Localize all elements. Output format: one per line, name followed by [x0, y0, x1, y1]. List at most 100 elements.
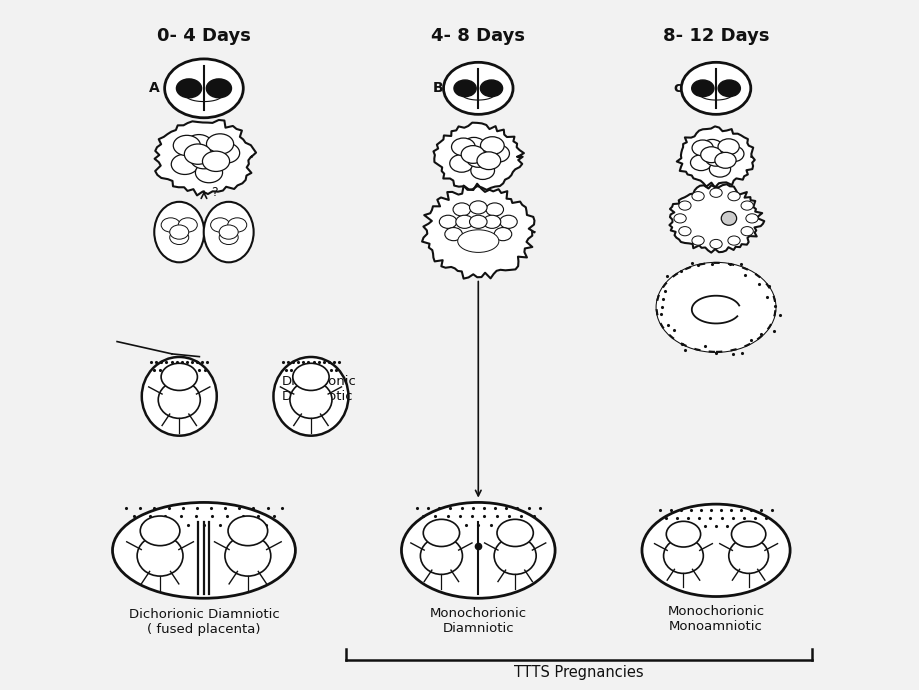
- Circle shape: [165, 59, 243, 118]
- Circle shape: [499, 215, 516, 228]
- Circle shape: [449, 155, 473, 172]
- Circle shape: [219, 230, 238, 244]
- Circle shape: [185, 135, 212, 155]
- Circle shape: [445, 228, 462, 241]
- Text: 0- 4 Days: 0- 4 Days: [157, 27, 251, 45]
- Circle shape: [485, 203, 503, 216]
- Text: Monochorionic
Diamniotic: Monochorionic Diamniotic: [429, 607, 527, 635]
- Circle shape: [727, 192, 740, 201]
- Circle shape: [656, 263, 775, 352]
- Circle shape: [169, 230, 188, 244]
- Circle shape: [496, 520, 533, 546]
- Ellipse shape: [663, 538, 702, 573]
- Circle shape: [705, 150, 726, 166]
- Ellipse shape: [728, 538, 767, 573]
- Circle shape: [714, 152, 735, 168]
- Circle shape: [476, 152, 500, 170]
- Circle shape: [722, 146, 743, 161]
- Circle shape: [452, 203, 471, 216]
- Ellipse shape: [158, 381, 200, 418]
- Text: A: A: [149, 81, 160, 95]
- Circle shape: [718, 80, 740, 97]
- Circle shape: [206, 134, 233, 154]
- Circle shape: [480, 137, 504, 155]
- Polygon shape: [676, 126, 754, 188]
- Text: ?: ?: [211, 186, 218, 199]
- Circle shape: [480, 80, 502, 97]
- Ellipse shape: [641, 504, 789, 597]
- Circle shape: [460, 146, 484, 164]
- Circle shape: [674, 214, 686, 223]
- Circle shape: [161, 218, 180, 232]
- Circle shape: [173, 135, 200, 156]
- Circle shape: [206, 79, 232, 98]
- Circle shape: [423, 520, 460, 546]
- Circle shape: [482, 215, 500, 228]
- Text: TTTS Pregnancies: TTTS Pregnancies: [514, 665, 643, 680]
- Circle shape: [453, 80, 476, 97]
- Circle shape: [740, 226, 753, 236]
- Circle shape: [461, 137, 485, 155]
- Ellipse shape: [289, 381, 332, 418]
- Circle shape: [691, 80, 713, 97]
- Circle shape: [485, 145, 509, 162]
- Ellipse shape: [137, 535, 183, 576]
- Ellipse shape: [420, 538, 462, 574]
- Ellipse shape: [494, 538, 536, 574]
- Circle shape: [171, 154, 199, 175]
- Circle shape: [140, 516, 180, 546]
- Circle shape: [176, 79, 201, 98]
- Ellipse shape: [154, 201, 204, 262]
- Circle shape: [745, 214, 757, 223]
- Polygon shape: [669, 184, 764, 253]
- Circle shape: [709, 161, 730, 177]
- Circle shape: [195, 162, 222, 183]
- Circle shape: [228, 218, 246, 232]
- Ellipse shape: [112, 502, 295, 598]
- Circle shape: [690, 155, 711, 170]
- Circle shape: [184, 144, 211, 164]
- Ellipse shape: [142, 357, 217, 435]
- Circle shape: [678, 201, 690, 210]
- Polygon shape: [422, 184, 534, 279]
- Text: B: B: [433, 81, 443, 95]
- Circle shape: [681, 62, 750, 115]
- Circle shape: [727, 236, 740, 245]
- Circle shape: [451, 138, 475, 156]
- Circle shape: [700, 147, 721, 163]
- Polygon shape: [433, 123, 523, 190]
- Circle shape: [455, 215, 473, 228]
- Circle shape: [691, 140, 712, 156]
- Circle shape: [292, 363, 329, 391]
- Polygon shape: [154, 120, 255, 195]
- Circle shape: [717, 139, 739, 155]
- Circle shape: [190, 148, 217, 169]
- Circle shape: [678, 226, 690, 236]
- Text: Monochorionic
Monoamniotic: Monochorionic Monoamniotic: [667, 605, 764, 633]
- Circle shape: [740, 201, 753, 210]
- Circle shape: [471, 161, 494, 179]
- Circle shape: [161, 363, 198, 391]
- Circle shape: [219, 225, 238, 239]
- Circle shape: [709, 188, 721, 197]
- Circle shape: [731, 522, 765, 547]
- Circle shape: [169, 225, 188, 239]
- Ellipse shape: [203, 201, 254, 262]
- Circle shape: [210, 218, 230, 232]
- Text: Dichorionic
Diamniotic: Dichorionic Diamniotic: [281, 375, 357, 404]
- Circle shape: [202, 151, 230, 171]
- Circle shape: [709, 239, 721, 248]
- Ellipse shape: [273, 357, 348, 435]
- Circle shape: [466, 150, 490, 167]
- Circle shape: [228, 516, 267, 546]
- Circle shape: [700, 139, 722, 155]
- Circle shape: [469, 215, 486, 228]
- Circle shape: [665, 522, 700, 547]
- Text: 8- 12 Days: 8- 12 Days: [662, 27, 768, 45]
- Ellipse shape: [458, 230, 498, 253]
- Circle shape: [212, 143, 240, 163]
- Text: Dichorionic Diamniotic
( fused placenta): Dichorionic Diamniotic ( fused placenta): [129, 609, 279, 636]
- Circle shape: [656, 263, 775, 352]
- Text: c: c: [673, 81, 681, 95]
- Ellipse shape: [401, 502, 554, 598]
